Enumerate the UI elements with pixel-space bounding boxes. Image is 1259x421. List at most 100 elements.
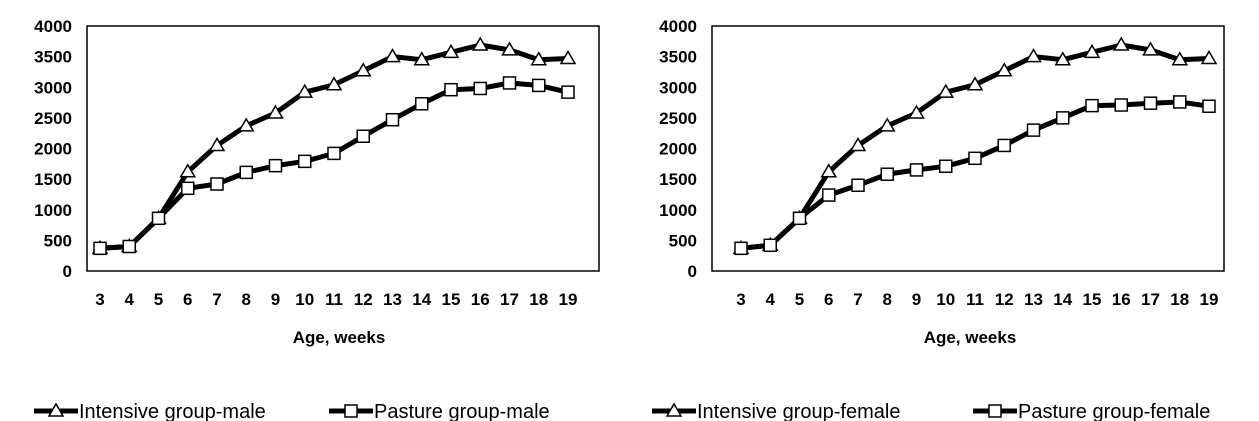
x-tick-label: 5 [154, 290, 163, 309]
data-point-square [473, 81, 487, 96]
data-point-triangle [1083, 43, 1101, 59]
x-tick-label: 11 [325, 290, 343, 309]
data-point-triangle [501, 41, 518, 56]
data-point-square [1085, 98, 1099, 113]
data-point-triangle [878, 117, 896, 132]
y-tick-label: 4000 [34, 17, 72, 36]
legend: Intensive group-male Pasture group-male [34, 401, 550, 421]
series-pasture [734, 95, 1216, 256]
x-tick-label: 4 [766, 290, 776, 309]
data-point-square [1056, 111, 1070, 125]
x-tick-label: 7 [212, 290, 221, 309]
x-tick-label: 6 [183, 290, 192, 309]
x-tick-label: 14 [1053, 290, 1072, 309]
x-tick-label: 15 [442, 290, 461, 309]
data-point-square [298, 154, 312, 169]
x-tick-label: 9 [271, 290, 280, 309]
triangle-marker-icon [665, 402, 683, 417]
x-tick-label: 16 [471, 290, 490, 309]
data-point-square [1202, 99, 1216, 113]
y-tick-label: 4000 [659, 17, 697, 36]
data-point-square [532, 78, 546, 93]
legend-label: Intensive group-female [697, 401, 900, 421]
data-point-triangle [442, 43, 460, 59]
x-tick-label: 4 [125, 290, 135, 309]
square-marker-icon [988, 404, 1002, 418]
y-tick-label: 500 [44, 231, 72, 250]
y-tick-label: 1000 [34, 201, 72, 220]
series-intensive [732, 36, 1218, 255]
y-axis-ticks: 0 500 1000 1500 2000 2500 3000 3500 4000 [659, 17, 697, 281]
data-point-square [93, 241, 107, 256]
y-tick-label: 3000 [659, 78, 697, 97]
x-tick-label: 18 [529, 290, 548, 309]
data-point-triangle [413, 51, 431, 66]
x-tick-label: 7 [853, 290, 862, 309]
data-point-square [1143, 96, 1158, 110]
legend-item-pasture-female: Pasture group-female [973, 401, 1210, 421]
data-point-square [356, 129, 370, 143]
x-tick-label: 11 [966, 290, 984, 309]
y-tick-label: 0 [688, 262, 697, 281]
data-point-square [268, 158, 283, 173]
x-tick-label: 19 [1200, 290, 1219, 309]
x-axis-ticks: 3 4 5 6 7 8 9 10 11 12 13 14 15 16 17 18 19 [736, 290, 1218, 309]
data-point-square [997, 138, 1011, 153]
x-tick-label: 19 [559, 290, 578, 309]
series-line [740, 42, 1210, 251]
data-point-triangle [820, 163, 838, 178]
x-tick-label: 3 [736, 290, 745, 309]
data-point-triangle [1200, 49, 1218, 65]
data-point-triangle [849, 136, 867, 152]
data-point-triangle [325, 76, 343, 91]
x-tick-label: 12 [995, 290, 1014, 309]
data-point-square [734, 241, 748, 256]
series-line [99, 80, 569, 251]
data-point-triangle [966, 76, 984, 91]
data-point-square [415, 97, 429, 111]
y-tick-label: 500 [669, 231, 697, 250]
series-group [732, 36, 1218, 256]
data-point-triangle [1112, 36, 1130, 51]
data-point-square [880, 167, 894, 181]
x-tick-label: 3 [95, 290, 104, 309]
y-tick-label: 3500 [659, 48, 697, 67]
data-point-triangle [1171, 51, 1189, 66]
data-point-square [909, 163, 924, 177]
data-point-triangle [179, 163, 197, 178]
y-tick-label: 2000 [34, 140, 72, 159]
data-point-square [763, 238, 777, 253]
triangle-marker-icon [47, 402, 65, 417]
legend-label: Pasture group-male [374, 401, 550, 421]
data-point-square [561, 85, 575, 99]
data-point-triangle [354, 62, 372, 77]
data-point-square [327, 146, 341, 161]
x-axis-label: Age, weeks [924, 328, 1017, 347]
series-intensive [91, 36, 577, 255]
y-axis-ticks: 0 500 1000 1500 2000 2500 3000 3500 4000 [34, 17, 72, 281]
data-point-square [502, 76, 517, 90]
x-tick-label: 6 [824, 290, 833, 309]
y-tick-label: 3500 [34, 48, 72, 67]
x-tick-label: 15 [1083, 290, 1102, 309]
x-tick-label: 12 [354, 290, 373, 309]
data-point-square [444, 82, 458, 97]
x-tick-label: 16 [1112, 290, 1131, 309]
y-tick-label: 2500 [659, 109, 697, 128]
x-axis-ticks: 3 4 5 6 7 8 9 10 11 12 13 14 15 16 17 18 19 [95, 290, 577, 309]
data-point-triangle [530, 51, 548, 66]
data-point-triangle [471, 36, 489, 51]
data-point-triangle [384, 48, 401, 63]
square-marker-icon [344, 404, 358, 418]
data-point-square [1173, 95, 1187, 109]
data-point-triangle [995, 62, 1013, 77]
data-point-square [385, 112, 400, 127]
y-tick-label: 2500 [34, 109, 72, 128]
x-tick-label: 10 [936, 290, 955, 309]
x-tick-label: 18 [1170, 290, 1189, 309]
x-axis-label: Age, weeks [293, 328, 386, 347]
data-point-triangle [1142, 41, 1159, 56]
x-tick-label: 17 [1141, 290, 1160, 309]
